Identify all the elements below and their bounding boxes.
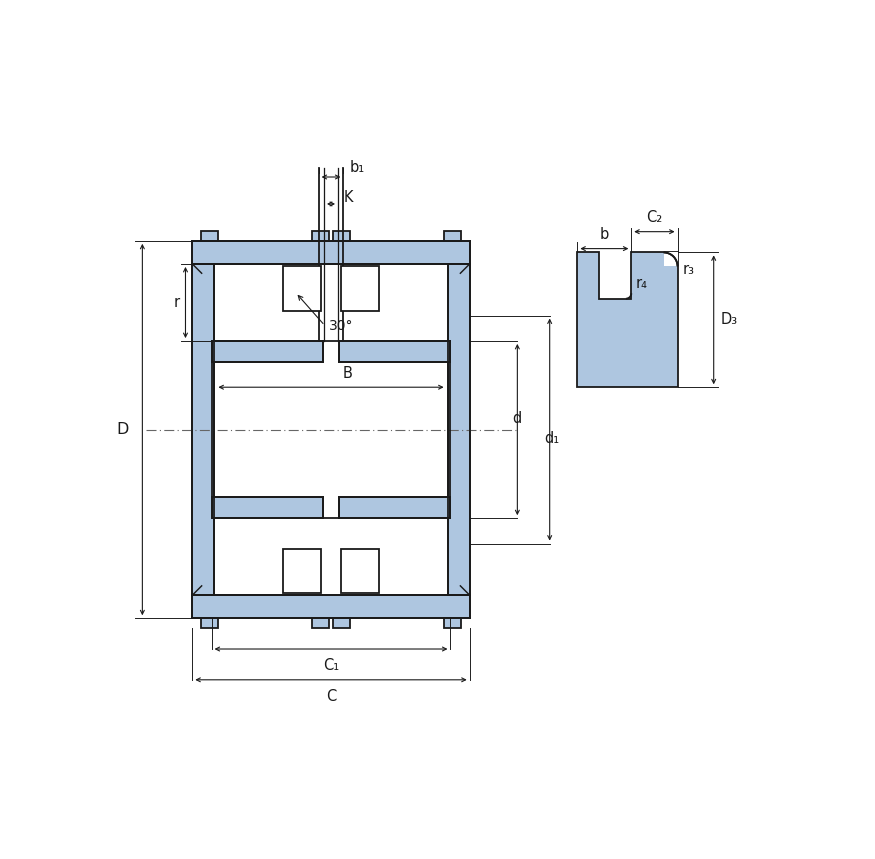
Polygon shape — [448, 264, 470, 595]
Text: b₁: b₁ — [349, 161, 365, 175]
Polygon shape — [663, 253, 677, 266]
Text: r₄: r₄ — [636, 276, 648, 290]
Text: D₃: D₃ — [721, 313, 738, 327]
Text: C₁: C₁ — [323, 658, 340, 673]
Bar — [333, 231, 350, 241]
Bar — [283, 549, 321, 594]
Polygon shape — [212, 497, 324, 518]
Polygon shape — [212, 341, 324, 362]
Bar — [444, 618, 461, 628]
Polygon shape — [192, 595, 470, 618]
Polygon shape — [578, 253, 677, 387]
Text: K: K — [344, 191, 354, 205]
Polygon shape — [192, 241, 470, 264]
Bar — [312, 231, 329, 241]
Bar — [201, 231, 218, 241]
Text: C₂: C₂ — [647, 210, 662, 225]
Text: d₁: d₁ — [544, 431, 559, 447]
Bar — [312, 618, 329, 628]
Text: 30°: 30° — [329, 319, 354, 332]
Text: b: b — [599, 227, 609, 241]
Bar — [283, 266, 321, 311]
Polygon shape — [339, 341, 451, 362]
Bar — [333, 618, 350, 628]
Text: r: r — [173, 295, 179, 310]
Bar — [340, 266, 379, 311]
Bar — [201, 618, 218, 628]
Bar — [340, 549, 379, 594]
Polygon shape — [339, 497, 451, 518]
Bar — [444, 231, 461, 241]
Text: C: C — [326, 689, 336, 704]
Polygon shape — [192, 264, 214, 595]
Text: r₃: r₃ — [682, 262, 695, 277]
Text: D: D — [116, 422, 129, 437]
Text: B: B — [343, 366, 353, 381]
Text: d: d — [512, 411, 522, 425]
